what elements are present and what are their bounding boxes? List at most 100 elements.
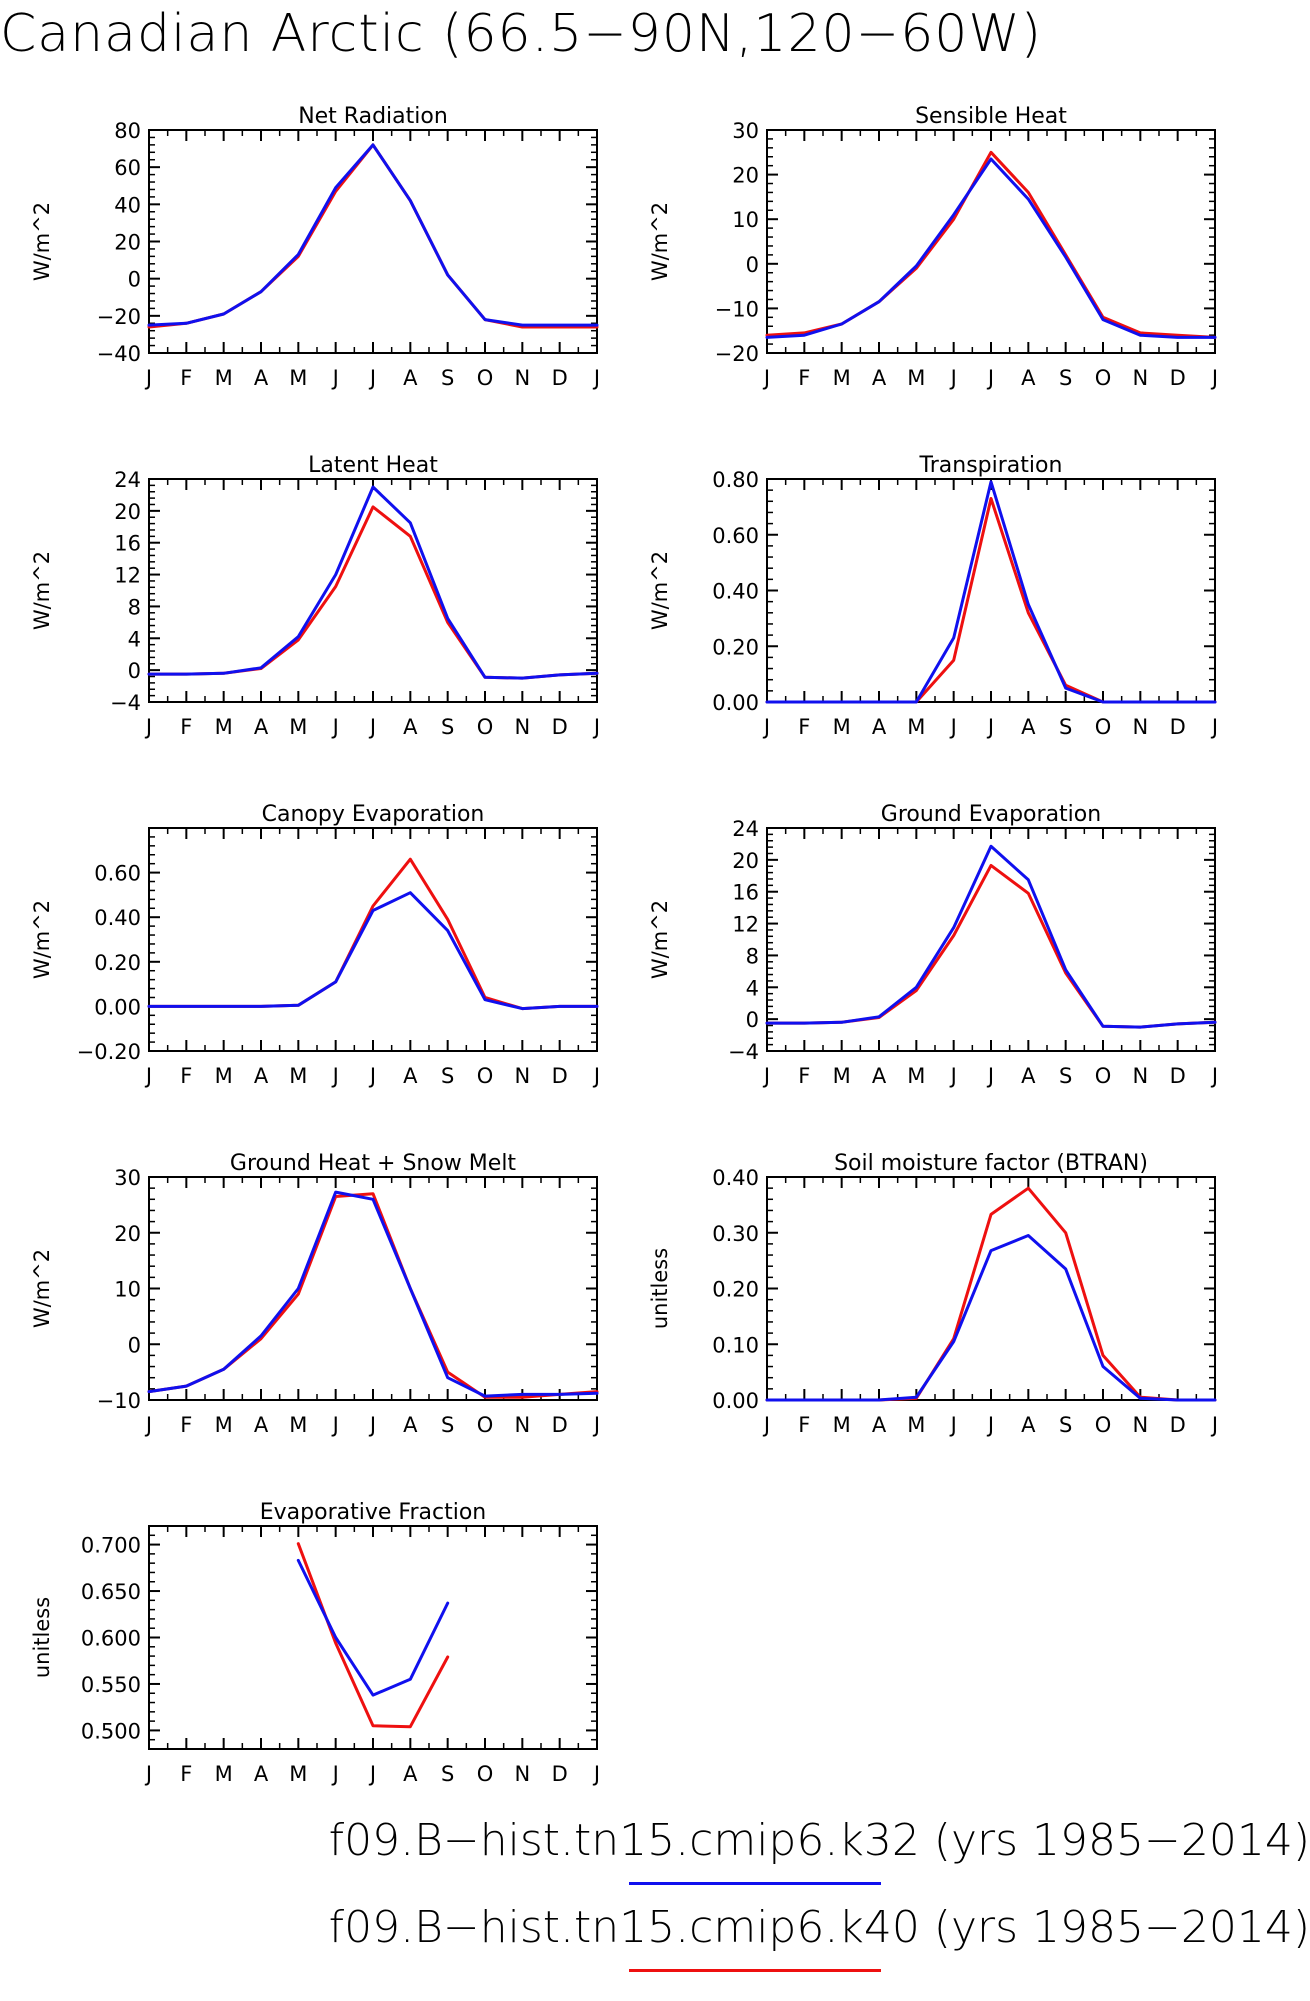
x-tick-label: J xyxy=(986,1064,994,1088)
plot-frame xyxy=(766,1176,1216,1401)
x-tick-label: O xyxy=(477,715,494,739)
x-tick-label: J xyxy=(144,1413,152,1437)
x-tick-label: A xyxy=(403,1064,418,1088)
x-tick-label: M xyxy=(289,1064,307,1088)
y-tick-label: 0.00 xyxy=(712,691,759,715)
x-tick-label: A xyxy=(872,1064,887,1088)
x-tick-label: M xyxy=(907,366,925,390)
plot-frame xyxy=(148,1176,598,1401)
x-tick-label: N xyxy=(1132,715,1148,739)
y-tick-label: 60 xyxy=(114,156,141,180)
y-tick-label: −10 xyxy=(715,297,759,321)
main-title: Canadian Arctic (66.5−90N,120−60W) xyxy=(0,4,1043,64)
x-tick-label: A xyxy=(403,366,418,390)
x-tick-label: F xyxy=(180,1762,192,1786)
x-tick-label: F xyxy=(180,1064,192,1088)
series-line-k40 xyxy=(147,857,599,1011)
y-tick-label: 0.40 xyxy=(712,580,759,604)
x-tick-label: J xyxy=(949,1413,957,1437)
x-tick-label: N xyxy=(514,366,530,390)
plot-frame xyxy=(148,1525,598,1750)
x-tick-label: A xyxy=(403,715,418,739)
x-tick-label: J xyxy=(331,366,339,390)
x-tick-label: A xyxy=(254,715,269,739)
plot-frame xyxy=(766,827,1216,1052)
x-tick-label: M xyxy=(289,1413,307,1437)
panel-title: Latent Heat xyxy=(308,453,438,478)
y-tick-label: 0 xyxy=(746,253,759,277)
y-tick-label: 0.500 xyxy=(81,1719,141,1743)
x-tick-label: J xyxy=(592,366,600,390)
x-tick-label: M xyxy=(215,715,233,739)
series-line-k40 xyxy=(296,1542,450,1729)
series-line-k32 xyxy=(765,480,1217,704)
x-tick-label: D xyxy=(1170,366,1186,390)
x-tick-label: J xyxy=(986,1413,994,1437)
y-tick-label: 0 xyxy=(128,268,141,292)
panel-title: Canopy Evaporation xyxy=(262,802,485,827)
y-tick-label: 0.00 xyxy=(712,1389,759,1413)
y-tick-label: 16 xyxy=(114,532,141,556)
x-tick-label: O xyxy=(477,1413,494,1437)
y-tick-label: 20 xyxy=(114,231,141,255)
x-tick-label: J xyxy=(949,1064,957,1088)
panel-title: Transpiration xyxy=(919,453,1063,478)
y-tick-label: 0.20 xyxy=(712,1278,759,1302)
x-tick-label: A xyxy=(872,1413,887,1437)
x-tick-label: M xyxy=(833,1413,851,1437)
y-tick-label: 0.20 xyxy=(94,951,141,975)
x-tick-label: F xyxy=(798,1413,810,1437)
x-tick-label: D xyxy=(552,366,568,390)
panel-title: Net Radiation xyxy=(298,104,448,129)
x-tick-label: J xyxy=(762,1413,770,1437)
series-line-k32 xyxy=(765,1234,1217,1402)
x-tick-label: A xyxy=(872,366,887,390)
series-line-k32 xyxy=(147,143,599,327)
y-axis-label: W/m^2 xyxy=(30,900,54,979)
y-tick-label: −4 xyxy=(728,1040,759,1064)
x-tick-label: S xyxy=(441,1762,454,1786)
panel-title: Sensible Heat xyxy=(915,104,1067,129)
x-tick-label: M xyxy=(215,1413,233,1437)
y-tick-label: −10 xyxy=(97,1389,141,1413)
x-tick-label: S xyxy=(441,1064,454,1088)
x-tick-label: J xyxy=(592,715,600,739)
y-tick-label: 4 xyxy=(128,627,141,651)
x-tick-label: O xyxy=(477,1762,494,1786)
y-tick-label: 20 xyxy=(732,164,759,188)
x-tick-label: A xyxy=(254,366,269,390)
series-line-k32 xyxy=(147,1190,599,1398)
plot-frame xyxy=(148,827,598,1052)
x-tick-label: J xyxy=(1210,715,1218,739)
legend-swatch-k32 xyxy=(629,1882,881,1885)
y-tick-label: 8 xyxy=(128,595,141,619)
x-tick-label: F xyxy=(180,366,192,390)
x-tick-label: M xyxy=(289,366,307,390)
y-axis-label: W/m^2 xyxy=(648,551,672,630)
x-tick-label: M xyxy=(907,715,925,739)
x-tick-label: S xyxy=(1059,366,1072,390)
x-tick-label: J xyxy=(368,1762,376,1786)
y-tick-label: 30 xyxy=(732,119,759,143)
x-tick-label: J xyxy=(368,366,376,390)
legend-label-k32: f09.B−hist.tn15.cmip6.k32 (yrs 1985−2014… xyxy=(328,1815,1310,1866)
series-line-k40 xyxy=(147,1192,599,1399)
x-tick-label: J xyxy=(1210,366,1218,390)
x-tick-label: J xyxy=(331,1413,339,1437)
legend-label-k40: f09.B−hist.tn15.cmip6.k40 (yrs 1985−2014… xyxy=(328,1902,1310,1953)
x-tick-label: O xyxy=(477,366,494,390)
x-tick-label: M xyxy=(907,1064,925,1088)
x-tick-label: S xyxy=(441,1413,454,1437)
x-tick-label: S xyxy=(1059,1413,1072,1437)
x-tick-label: J xyxy=(144,366,152,390)
x-tick-label: J xyxy=(144,1064,152,1088)
y-tick-label: 0.550 xyxy=(81,1673,141,1697)
x-tick-label: J xyxy=(986,715,994,739)
x-tick-label: S xyxy=(1059,715,1072,739)
x-tick-label: O xyxy=(1095,1064,1112,1088)
x-tick-label: M xyxy=(215,1762,233,1786)
